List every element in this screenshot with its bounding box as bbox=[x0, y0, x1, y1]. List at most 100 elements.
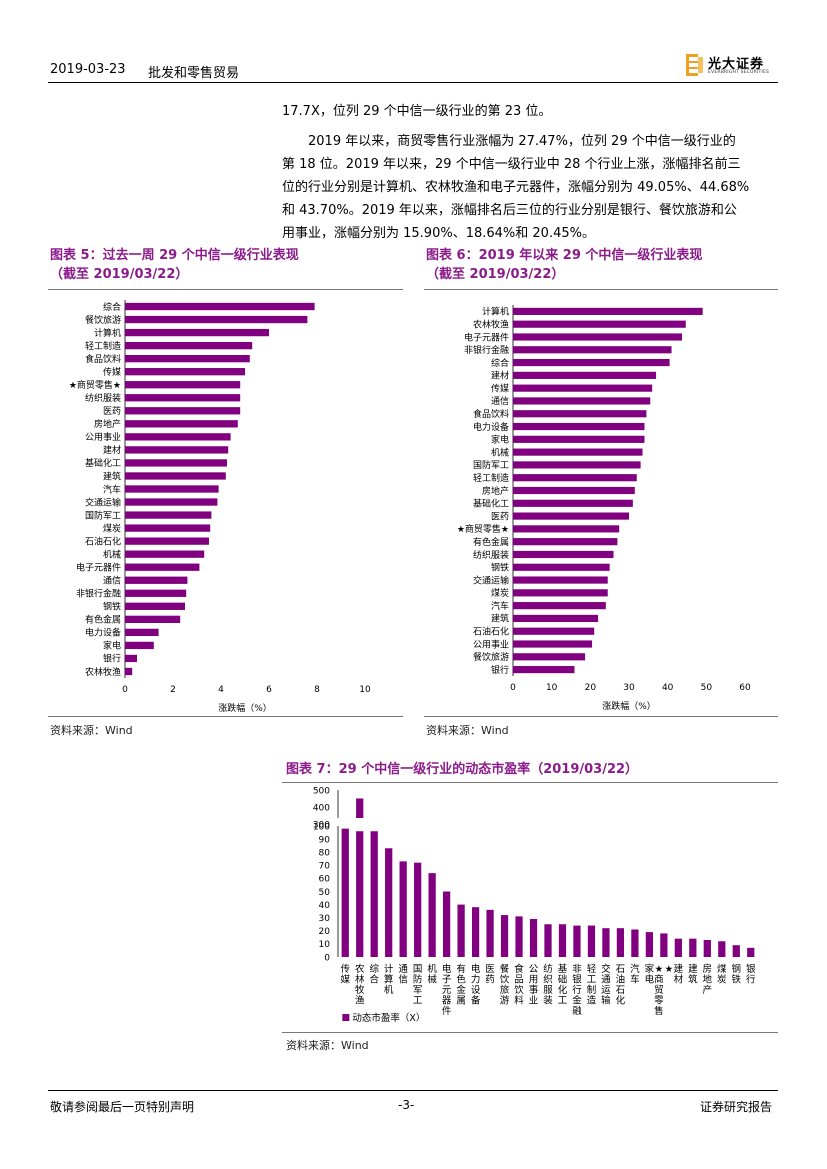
fig7-y-tick-label: 100 bbox=[313, 822, 330, 832]
fig6-bar bbox=[513, 486, 635, 495]
fig6-category-label: 轻工制造 bbox=[473, 472, 509, 484]
fig7-category-label: 石 bbox=[616, 964, 626, 975]
fig7-category-label: 饮 bbox=[500, 974, 510, 986]
fig7-category-label: 医 bbox=[485, 964, 495, 975]
fig7-source: 资料来源：Wind bbox=[286, 1039, 369, 1052]
fig7-y-tick-label: 30 bbox=[319, 914, 331, 924]
fig5-source: 资料来源：Wind bbox=[50, 724, 133, 737]
fig7-category-label: 织 bbox=[543, 974, 553, 986]
fig7-category-label: 渔 bbox=[355, 996, 365, 1007]
fig6-category-label: 建材 bbox=[491, 370, 509, 382]
fig7-category-label: 非 bbox=[572, 963, 582, 975]
fig6-bar bbox=[513, 627, 595, 635]
fig7-y-tick-label: 300 bbox=[313, 820, 330, 830]
fig7-category-label: 信 bbox=[398, 974, 408, 986]
fig7-category-label: 药 bbox=[485, 975, 495, 986]
fig7-bar bbox=[732, 945, 740, 957]
fig5-bar bbox=[125, 302, 315, 311]
fig7-category-label: 媒 bbox=[340, 974, 350, 986]
fig5-category-label: 餐饮旅游 bbox=[85, 314, 121, 326]
fig7-category-label: 合 bbox=[369, 974, 379, 986]
fig5-bar bbox=[125, 381, 241, 389]
fig5-category-label: 计算机 bbox=[94, 327, 121, 339]
fig6-category-label: 非银行金融 bbox=[464, 344, 509, 356]
fig5-bar bbox=[125, 355, 250, 363]
fig6-category-label: 传媒 bbox=[491, 382, 509, 394]
fig7-category-label: 材 bbox=[674, 974, 684, 986]
fig7-category-label: 零 bbox=[654, 996, 664, 1007]
fig5-bar bbox=[125, 472, 226, 480]
fig7-y-tick-label: 10 bbox=[319, 940, 331, 950]
fig5-title-line-2: （截至 2019/03/22） bbox=[50, 267, 189, 282]
fig7-category-label: 机 bbox=[427, 963, 437, 975]
fig5-category-label: 建筑 bbox=[103, 470, 121, 482]
fig7-category-label: 融 bbox=[572, 1006, 582, 1017]
fig6-bottom-rule bbox=[424, 716, 778, 717]
fig7-bar bbox=[645, 932, 653, 957]
fig7-category-label: 有 bbox=[456, 963, 466, 975]
fig6-title: 图表 6：2019 年以来 29 个中信一级行业表现 （截至 2019/03/2… bbox=[426, 246, 702, 284]
fig7-category-label: ★ bbox=[655, 964, 664, 975]
fig5-category-label: 食品饮料 bbox=[85, 353, 121, 365]
fig7-category-label: 造 bbox=[587, 995, 597, 1007]
fig7-category-label: 品 bbox=[514, 975, 524, 986]
fig6-category-label: 基础化工 bbox=[473, 498, 509, 510]
fig7-y-tick-label: 50 bbox=[319, 888, 331, 898]
fig6-category-label: 有色金属 bbox=[473, 536, 509, 548]
fig6-x-tick-label: 30 bbox=[623, 683, 635, 693]
fig7-category-label: 交 bbox=[601, 963, 611, 975]
fig7-category-label: 农 bbox=[355, 963, 365, 975]
fig6-category-label: 钢铁 bbox=[491, 562, 509, 574]
fig7-category-label: 林 bbox=[355, 974, 365, 986]
fig7-title: 图表 7：29 个中信一级行业的动态市盈率（2019/03/22） bbox=[286, 762, 639, 777]
fig5-bar bbox=[125, 407, 241, 415]
fig7-bar bbox=[558, 924, 567, 957]
fig5-category-label: 国防军工 bbox=[85, 509, 121, 521]
fig6-bar bbox=[513, 371, 657, 379]
fig5-bar bbox=[125, 446, 229, 454]
fig5-bar bbox=[125, 667, 133, 676]
fig5-bar bbox=[125, 576, 188, 584]
fig7-category-label: 装 bbox=[543, 995, 553, 1007]
fig5-bar bbox=[125, 628, 159, 637]
fig6-bar bbox=[513, 397, 651, 405]
fig7-y-tick-label: 20 bbox=[319, 927, 331, 937]
company-logo: 光大证券 EVERBRIGHT SECURITIES bbox=[686, 52, 778, 78]
fig6-category-label: 医药 bbox=[491, 511, 509, 522]
fig7-bar bbox=[616, 928, 625, 957]
fig5-bar bbox=[125, 420, 238, 428]
fig5-category-label: 汽车 bbox=[103, 483, 121, 495]
fig5-bar bbox=[125, 602, 185, 610]
fig6-bar bbox=[513, 602, 606, 610]
fig5-category-label: 银行 bbox=[103, 653, 121, 665]
fig7-bar bbox=[602, 928, 610, 957]
fig7-category-label: 铁 bbox=[732, 974, 742, 986]
fig5-category-label: 机械 bbox=[103, 548, 121, 560]
fig6-category-label: 建筑 bbox=[491, 613, 509, 625]
fig6-source: 资料来源：Wind bbox=[426, 724, 509, 737]
fig6-title-line-1: 图表 6：2019 年以来 29 个中信一级行业表现 bbox=[426, 248, 703, 263]
fig5-category-label: 石油石化 bbox=[85, 535, 121, 547]
fig6-bar bbox=[513, 525, 620, 533]
fig5-category-label: 电子元器件 bbox=[76, 562, 121, 574]
fig7-category-label: 电 bbox=[471, 963, 481, 975]
fig7-y-tick-label: 500 bbox=[313, 786, 330, 796]
fig7-category-label: 地 bbox=[703, 974, 713, 986]
fig5-x-tick-label: 2 bbox=[170, 685, 176, 695]
paragraph-1: 17.7X，位列 29 个中信一级行业的第 23 位。 bbox=[282, 104, 552, 119]
fig6-category-label: 国防军工 bbox=[473, 459, 509, 471]
fig7-category-label: 行 bbox=[746, 974, 756, 986]
fig6-category-label: ★商贸零售★ bbox=[457, 523, 509, 535]
fig6-category-label: 房地产 bbox=[482, 485, 509, 497]
fig6-x-axis-label: 涨跌幅（%） bbox=[602, 700, 656, 712]
fig5-category-label: 非银行金融 bbox=[76, 588, 121, 600]
footer-disclaimer: 敬请参阅最后一页特别声明 bbox=[50, 1100, 195, 1114]
fig7-bar bbox=[544, 924, 552, 957]
fig5-chart: 综合餐饮旅游计算机轻工制造食品饮料传媒★商贸零售★纺织服装医药房地产公用事业建材… bbox=[69, 300, 371, 712]
fig7-category-label: 计 bbox=[384, 963, 394, 975]
fig7-bar bbox=[414, 862, 422, 957]
fig5-category-label: 建材 bbox=[103, 444, 121, 456]
fig5-category-label: 基础化工 bbox=[85, 457, 121, 469]
fig7-category-label: 石 bbox=[616, 985, 626, 996]
fig7-category-label: 炭 bbox=[717, 975, 727, 986]
